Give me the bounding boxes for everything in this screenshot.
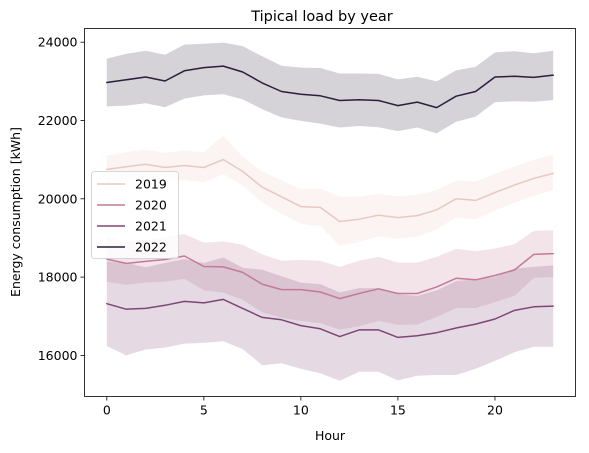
- line-2022: [106, 65, 554, 109]
- x-tick-label: 0: [103, 403, 111, 418]
- series-lines: [106, 65, 554, 339]
- x-axis-title: Hour: [315, 428, 346, 443]
- chart-title: Tipical load by year: [250, 9, 393, 25]
- line-2021: [106, 298, 554, 339]
- confidence-bands: [106, 42, 554, 381]
- y-tick-label: 20000: [38, 191, 78, 206]
- legend-box: [91, 171, 179, 259]
- y-tick-label: 24000: [38, 35, 78, 50]
- line-2020: [106, 252, 554, 300]
- x-axis-ticks: 0 5 10 15 20: [103, 396, 503, 418]
- x-tick-label: 20: [487, 403, 503, 418]
- y-tick-label: 22000: [38, 113, 78, 128]
- x-tick-label: 15: [390, 403, 406, 418]
- band-2022: [106, 42, 554, 134]
- x-tick-label: 10: [293, 403, 309, 418]
- legend: 2019 2020 2021 2022: [91, 171, 179, 259]
- legend-label-2019: 2019: [135, 177, 167, 192]
- y-tick-label: 18000: [38, 270, 78, 285]
- y-axis-title: Energy consumption [kWh]: [8, 127, 23, 297]
- legend-label-2021: 2021: [135, 219, 167, 234]
- y-tick-label: 16000: [38, 348, 78, 363]
- x-tick-label: 5: [200, 403, 208, 418]
- band-2020: [106, 230, 554, 330]
- legend-label-2022: 2022: [135, 240, 167, 255]
- line-2019: [106, 158, 554, 223]
- band-2021: [106, 257, 554, 381]
- y-axis-ticks: 16000 18000 20000 22000 24000: [38, 35, 85, 363]
- plot-frame: [84, 28, 576, 397]
- legend-label-2020: 2020: [135, 198, 167, 213]
- band-2019: [106, 135, 554, 246]
